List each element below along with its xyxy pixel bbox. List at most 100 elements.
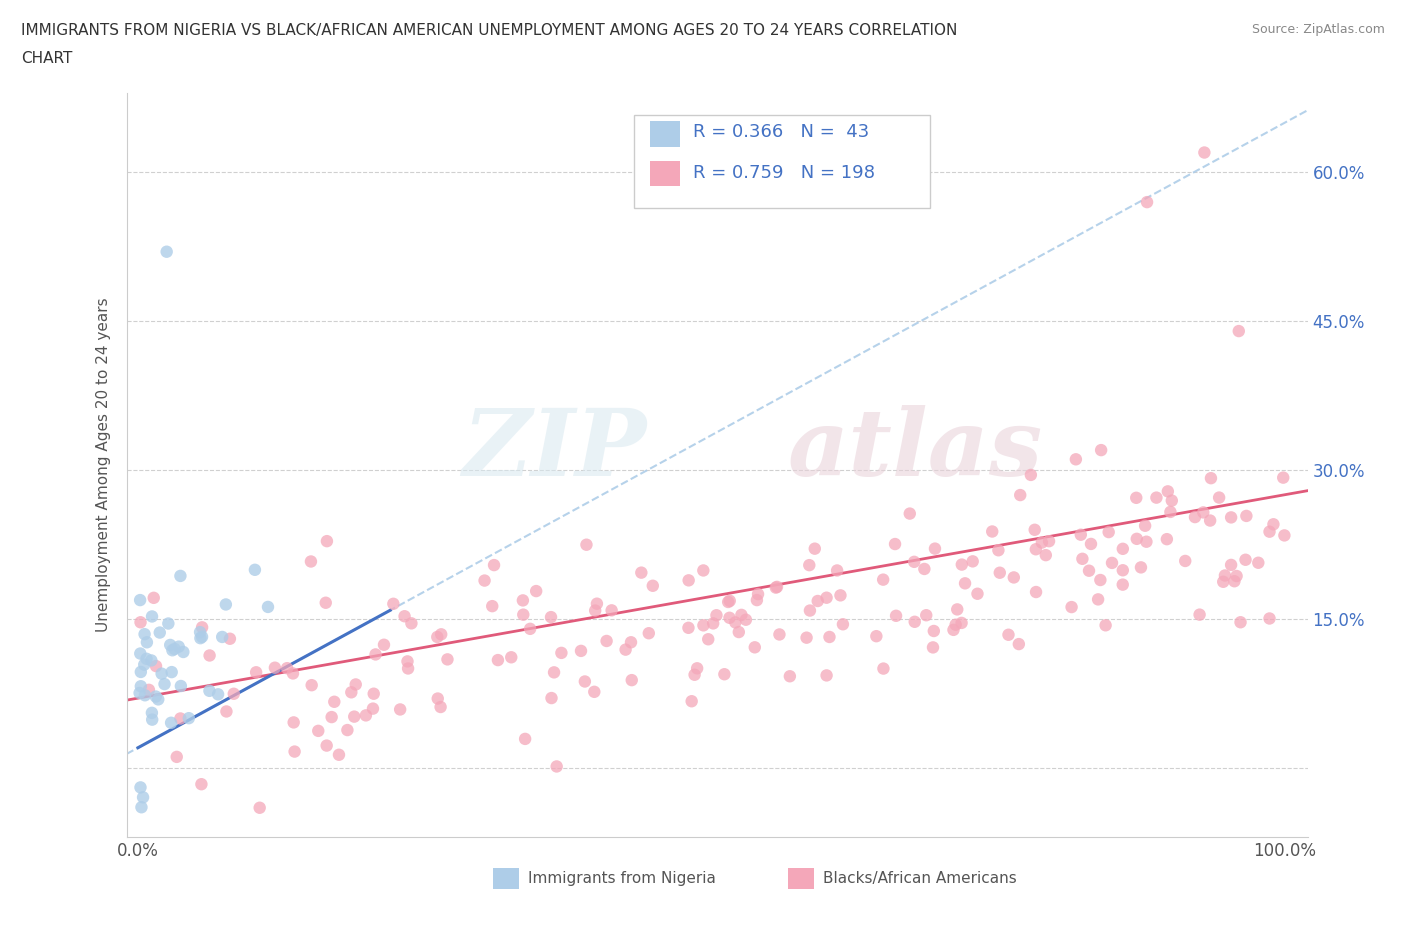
Point [149,625,172,640]
Point [315,738,337,753]
Point [363,686,385,701]
Point [1220,510,1243,525]
Text: Source: ZipAtlas.com: Source: ZipAtlas.com [1251,23,1385,36]
Point [807,593,830,608]
Point [512,593,534,608]
Point [1263,517,1285,532]
Point [142,591,165,605]
Point [950,616,973,631]
Text: atlas: atlas [787,405,1043,495]
Point [382,596,405,611]
Point [745,592,768,607]
Point [1019,468,1042,483]
Point [686,661,709,676]
Point [191,630,214,644]
Text: Immigrants from Nigeria: Immigrants from Nigeria [529,871,716,886]
Point [394,609,416,624]
Point [692,563,714,578]
Point [162,643,184,658]
Point [1227,324,1250,339]
Point [872,572,894,587]
Point [637,626,659,641]
Point [1223,574,1246,589]
Point [1125,490,1147,505]
Point [153,677,176,692]
Point [198,648,221,663]
Point [747,587,769,602]
Point [336,723,359,737]
Point [1199,513,1222,528]
Point [211,630,233,644]
Point [245,665,267,680]
Point [1234,552,1257,567]
Point [799,604,821,618]
Point [692,618,714,632]
Point [1208,490,1230,505]
Point [614,643,637,658]
Point [915,608,938,623]
Point [513,732,536,747]
Bar [492,869,519,889]
Point [169,568,191,583]
Point [145,689,167,704]
Point [540,610,562,625]
Point [620,672,643,687]
Point [436,652,458,667]
FancyBboxPatch shape [634,115,929,208]
Point [1129,560,1152,575]
Point [429,699,451,714]
Point [389,702,412,717]
Text: R = 0.366   N =  43: R = 0.366 N = 43 [693,124,870,141]
Point [1229,615,1251,630]
Point [1098,525,1121,539]
Point [922,640,945,655]
Point [323,695,346,710]
Point [215,704,238,719]
Bar [650,161,681,186]
Point [727,625,749,640]
Point [586,596,609,611]
Point [1101,555,1123,570]
Point [219,631,242,646]
Point [1247,555,1270,570]
Point [1094,618,1116,632]
Point [830,588,852,603]
Point [1025,542,1047,557]
Point [141,712,163,727]
Point [134,688,156,703]
Point [1126,531,1149,546]
Point [641,578,664,593]
Point [988,565,1011,580]
Text: IMMIGRANTS FROM NIGERIA VS BLACK/AFRICAN AMERICAN UNEMPLOYMENT AMONG AGES 20 TO : IMMIGRANTS FROM NIGERIA VS BLACK/AFRICAN… [21,23,957,38]
Point [249,801,271,816]
Point [678,573,700,588]
Point [141,705,163,720]
Point [138,683,160,698]
Point [283,715,305,730]
Point [354,708,377,723]
Point [1174,553,1197,568]
Point [166,750,188,764]
Point [730,607,752,622]
Point [163,642,186,657]
Point [135,651,157,666]
Point [1136,194,1159,209]
Point [1135,534,1157,549]
Point [307,724,329,738]
Point [1194,145,1216,160]
Point [1010,487,1032,502]
Point [1024,523,1046,538]
Point [364,647,387,662]
Point [141,653,163,668]
Point [540,691,562,706]
Point [1192,505,1215,520]
Point [482,558,505,573]
Point [129,592,152,607]
Point [167,639,190,654]
Point [257,600,280,615]
Point [129,665,152,680]
Point [1080,537,1102,551]
Point [1184,510,1206,525]
Point [1090,443,1112,458]
Point [903,554,925,569]
